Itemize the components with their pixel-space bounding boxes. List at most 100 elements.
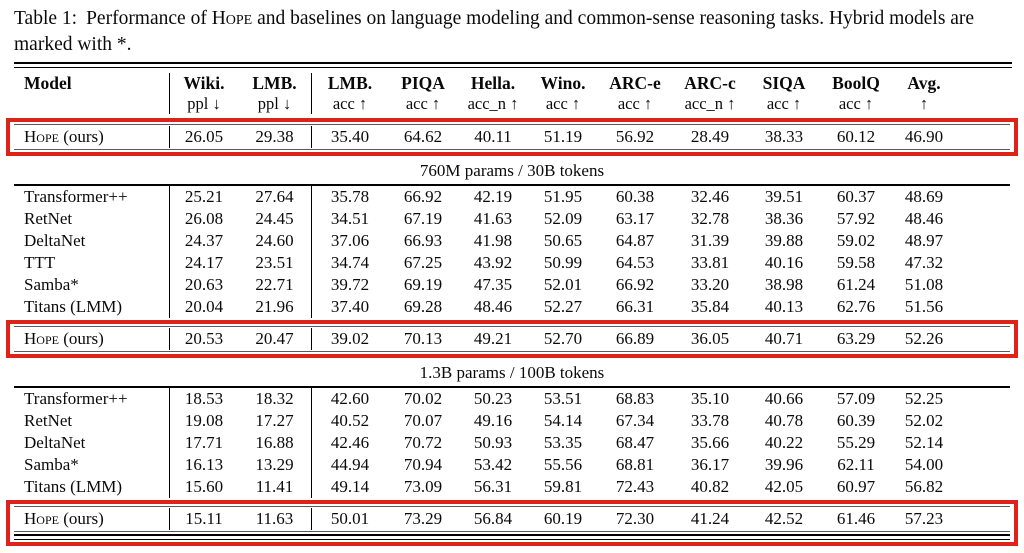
value-cell: 68.83 — [615, 389, 655, 409]
column-name: PIQA — [401, 73, 445, 94]
table-body: Hope (ours) 26.05 29.38 35.40 64.62 40.11 51.1… — [6, 118, 1018, 547]
table-row: Titans (LMM) 15.60 11.41 49.14 73.09 56.31 59.… — [14, 476, 1010, 499]
value-cell: 52.02 — [904, 411, 944, 431]
value-cell: 52.14 — [904, 433, 944, 453]
value-cell: 57.92 — [836, 209, 876, 229]
value-cell: 28.49 — [690, 127, 730, 147]
model-cell: Titans (LMM) — [14, 296, 170, 319]
column-metric: acc ↑ — [838, 94, 874, 114]
value-cell: 24.17 — [184, 253, 224, 273]
model-cell: DeltaNet — [14, 432, 170, 455]
value-cell: 57.23 — [904, 509, 944, 529]
section-header: 1.3B params / 100B tokens — [14, 360, 1010, 389]
value-cell: 50.01 — [330, 509, 370, 529]
model-cell: Titans (LMM) — [14, 476, 170, 499]
table-top-rule — [14, 62, 1012, 69]
value-cell: 48.46 — [904, 209, 944, 229]
value-cell: 52.70 — [543, 329, 583, 349]
value-cell: 50.65 — [543, 231, 583, 251]
value-cell: 18.53 — [184, 389, 224, 409]
value-cell: 51.95 — [543, 187, 583, 207]
value-cell: 69.28 — [403, 297, 443, 317]
value-cell: 40.82 — [690, 477, 730, 497]
value-cell: 67.34 — [615, 411, 655, 431]
table-header-row: Model Wiki. ppl ↓ LMB. ppl ↓ LMB. acc ↑ PIQA acc… — [14, 70, 1010, 116]
value-cell: 39.02 — [330, 329, 370, 349]
value-cell: 38.36 — [764, 209, 804, 229]
model-name-part: Titans (LMM) — [24, 297, 123, 317]
value-cell: 56.31 — [473, 477, 513, 497]
column-name: Avg. — [907, 73, 941, 94]
value-cell: 49.16 — [473, 411, 513, 431]
value-cell: 16.88 — [238, 432, 312, 455]
table-caption: Table 1: Performance of Hope and baseline… — [14, 6, 1014, 57]
value-cell: 63.17 — [615, 209, 655, 229]
value-cell: 52.25 — [904, 389, 944, 409]
value-cell: 73.29 — [403, 509, 443, 529]
value-cell: 48.46 — [473, 297, 513, 317]
model-cell: RetNet — [14, 208, 170, 231]
model-name-part: DeltaNet — [24, 433, 86, 453]
table-row: Hope (ours) 15.11 11.63 50.01 73.29 56.84 60.1… — [14, 506, 1010, 533]
value-cell: 70.94 — [403, 455, 443, 475]
value-cell: 70.07 — [403, 411, 443, 431]
value-cell: 35.78 — [330, 187, 370, 207]
model-name-part: Transformer++ — [24, 187, 128, 207]
value-cell: 20.53 — [184, 329, 224, 349]
model-cell: Samba* — [14, 274, 170, 297]
value-cell: 11.63 — [238, 508, 312, 531]
value-cell: 62.76 — [836, 297, 876, 317]
value-cell: 47.35 — [473, 275, 513, 295]
value-cell: 53.42 — [473, 455, 513, 475]
value-cell: 64.53 — [615, 253, 655, 273]
caption-text-2: and baselines on language modeling and c… — [14, 8, 975, 55]
value-cell: 33.20 — [690, 275, 730, 295]
model-cell: Transformer++ — [14, 186, 170, 209]
model-name-part: DeltaNet — [24, 231, 86, 251]
value-cell: 59.81 — [543, 477, 583, 497]
value-cell: 64.62 — [403, 127, 443, 147]
value-cell: 22.71 — [238, 274, 312, 297]
table-row: DeltaNet 24.37 24.60 37.06 66.93 41.98 50.65 64… — [14, 230, 1010, 253]
value-cell: 51.08 — [904, 275, 944, 295]
value-cell: 40.22 — [764, 433, 804, 453]
value-cell: 68.47 — [615, 433, 655, 453]
table-row: RetNet 19.08 17.27 40.52 70.07 49.16 54.14 67.3… — [14, 410, 1010, 433]
value-cell: 52.09 — [543, 209, 583, 229]
column-metric: acc ↑ — [617, 94, 653, 114]
table-row: Titans (LMM) 20.04 21.96 37.40 69.28 48.46 52.… — [14, 296, 1010, 319]
value-cell: 39.51 — [764, 187, 804, 207]
value-cell: 40.13 — [764, 297, 804, 317]
value-cell: 51.19 — [543, 127, 583, 147]
value-cell: 41.98 — [473, 231, 513, 251]
table-row: Transformer++ 25.21 27.64 35.78 66.92 42.19 51… — [14, 186, 1010, 209]
value-cell: 39.96 — [764, 455, 804, 475]
column-metric: ↑ — [919, 94, 929, 114]
model-name-part: RetNet — [24, 209, 73, 229]
value-cell: 27.64 — [238, 186, 312, 209]
value-cell: 60.19 — [543, 509, 583, 529]
table-row: Transformer++ 18.53 18.32 42.60 70.02 50.23 53… — [14, 388, 1010, 411]
value-cell: 20.47 — [238, 328, 312, 351]
model-cell: Hope (ours) — [14, 508, 170, 531]
value-cell: 54.00 — [904, 455, 944, 475]
value-cell: 52.01 — [543, 275, 583, 295]
value-cell: 15.11 — [185, 509, 223, 529]
value-cell: 39.88 — [764, 231, 804, 251]
value-cell: 42.19 — [473, 187, 513, 207]
value-cell: 35.84 — [690, 297, 730, 317]
value-cell: 26.05 — [184, 127, 224, 147]
model-cell: RetNet — [14, 410, 170, 433]
model-name-part: Titans (LMM) — [24, 477, 123, 497]
value-cell: 64.87 — [615, 231, 655, 251]
value-cell: 24.60 — [238, 230, 312, 253]
value-cell: 33.78 — [690, 411, 730, 431]
value-cell: 51.56 — [904, 297, 944, 317]
value-cell: 66.89 — [615, 329, 655, 349]
value-cell: 11.41 — [238, 476, 312, 499]
value-cell: 17.71 — [184, 433, 224, 453]
value-cell: 72.30 — [615, 509, 655, 529]
column-name: LMB. — [327, 73, 373, 94]
value-cell: 66.31 — [615, 297, 655, 317]
column-metric: acc ↑ — [332, 94, 368, 114]
